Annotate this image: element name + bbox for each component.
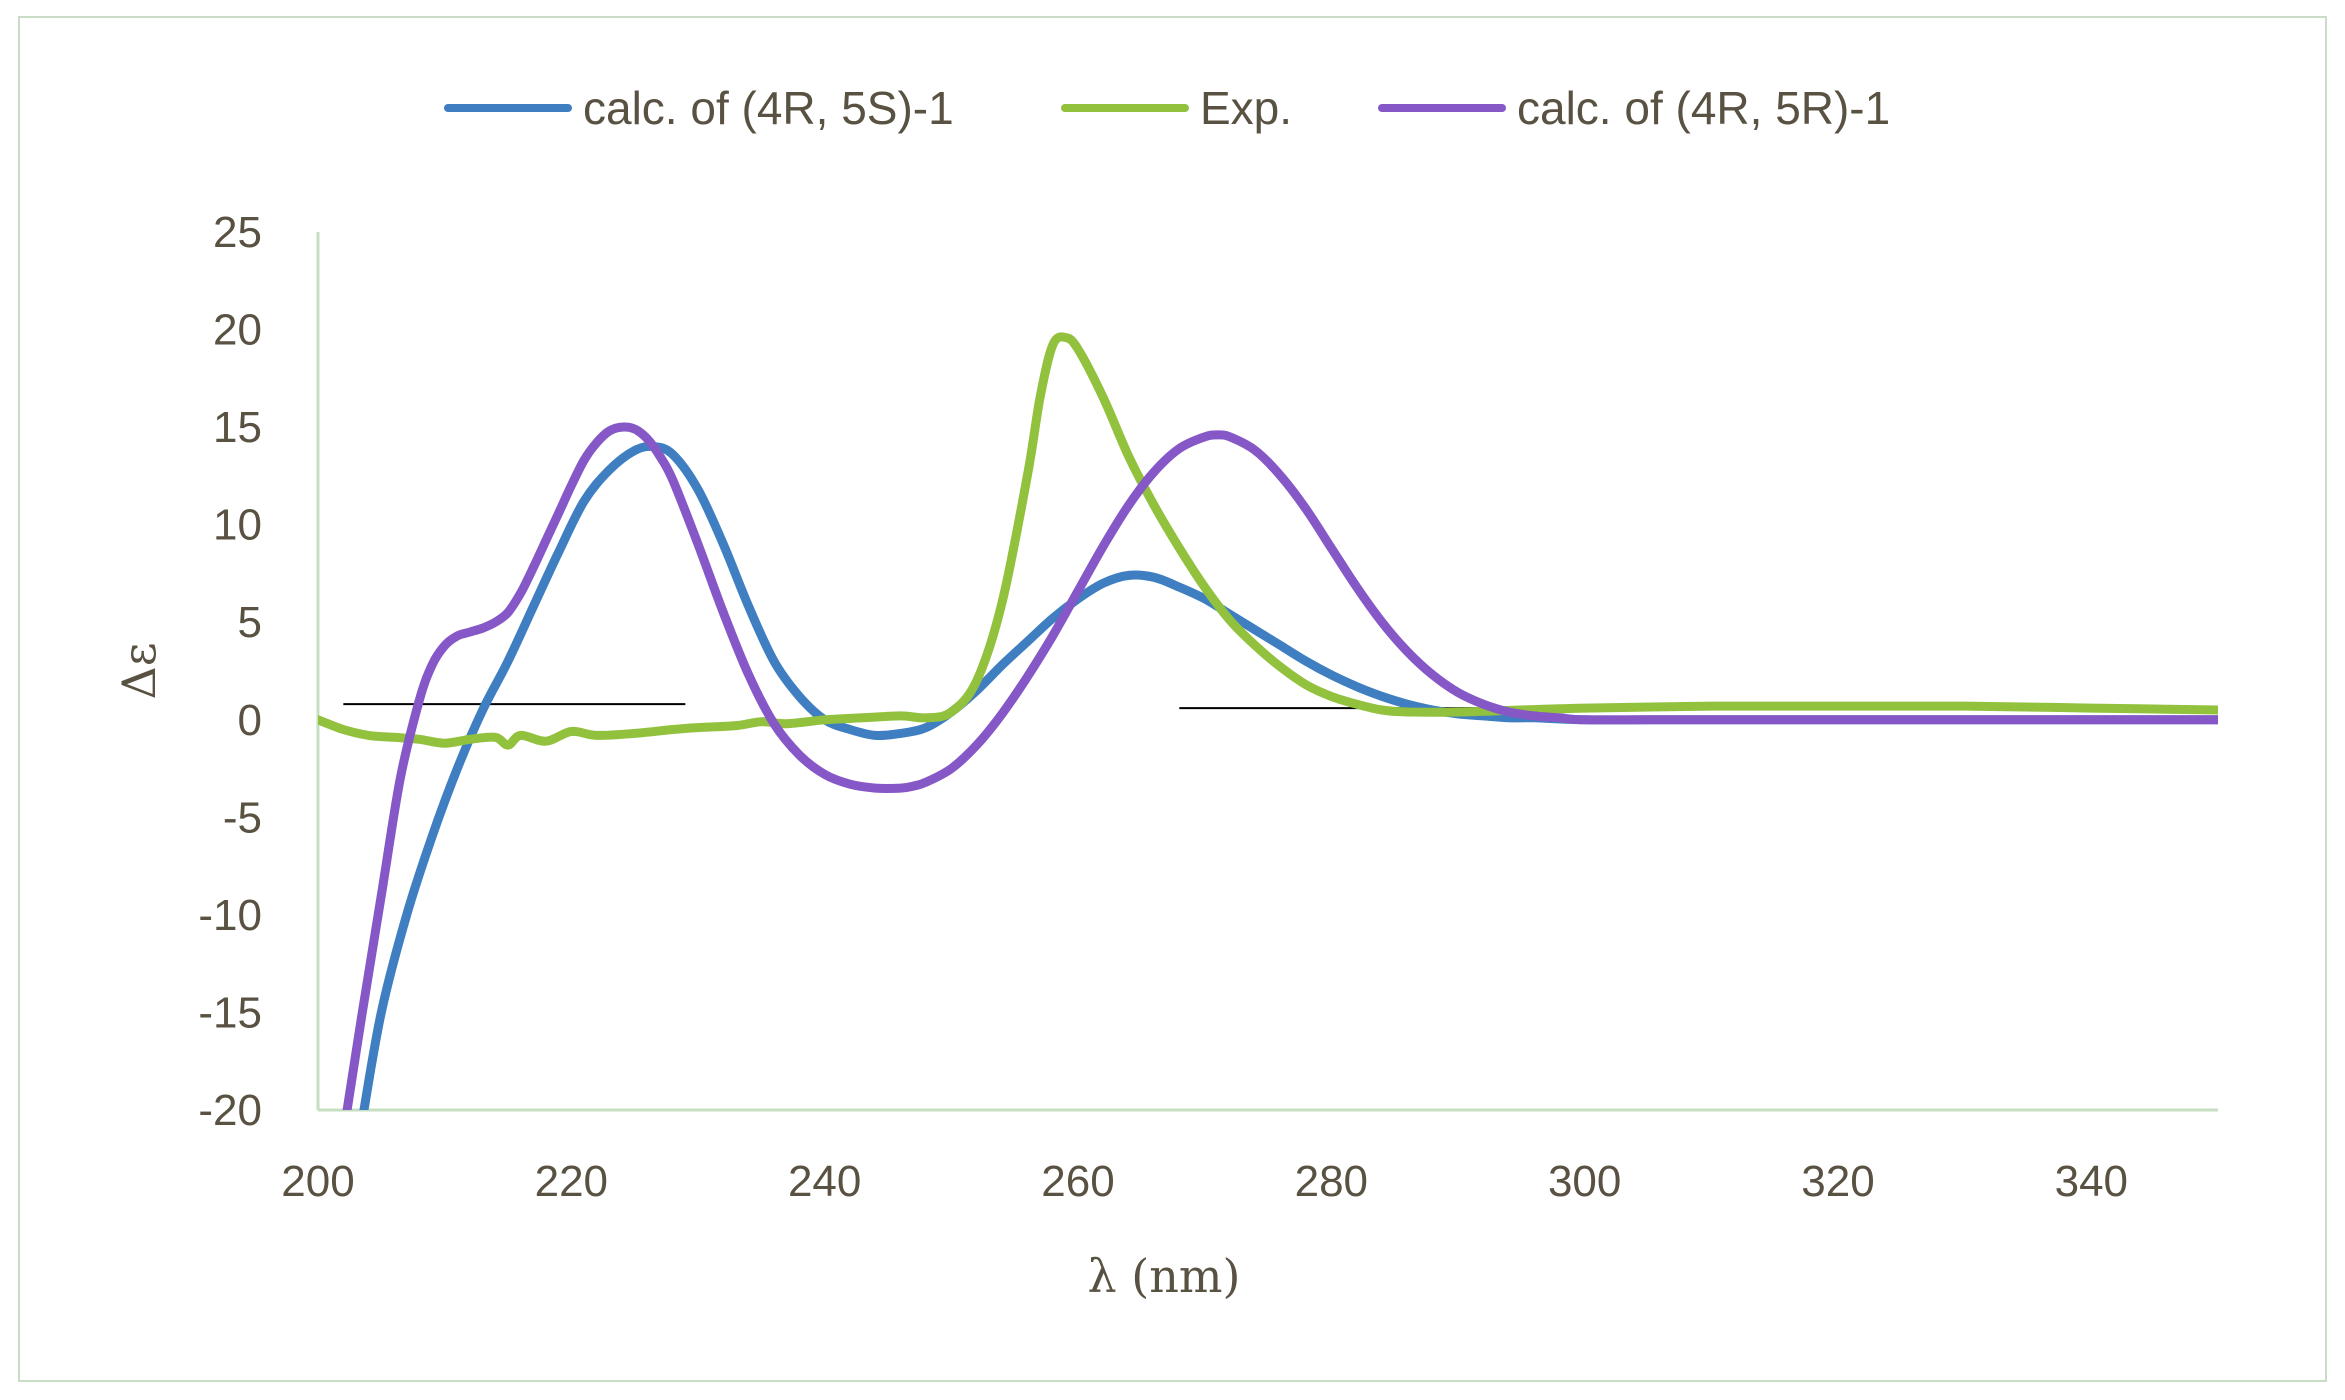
x-tick-label: 300: [1548, 1157, 1621, 1206]
series-lines: [318, 332, 2218, 1110]
y-tick-label: 0: [238, 696, 262, 745]
chart-frame: [18, 16, 2327, 1382]
x-tick-label: 340: [2055, 1157, 2128, 1206]
x-tick-label: 320: [1801, 1157, 1874, 1206]
legend-entry-calc-4R5R: calc. of (4R, 5R)-1: [1378, 82, 1890, 134]
series-line-calc-4R5S: [359, 441, 2218, 1110]
y-axis-title: Δε: [112, 642, 166, 699]
x-tick-label: 260: [1041, 1157, 1114, 1206]
y-tick-label: -5: [223, 793, 262, 842]
legend-entry-exp: Exp.: [1061, 82, 1292, 134]
x-tick-label: 220: [535, 1157, 608, 1206]
y-tick-label: -15: [198, 988, 262, 1037]
x-tick-label: 280: [1295, 1157, 1368, 1206]
y-tick-label: -10: [198, 891, 262, 940]
axes: [316, 232, 2218, 1112]
legend-label-calc-4R5S: calc. of (4R, 5S)-1: [583, 82, 954, 134]
y-tick-labels: 25 20 15 10 5 0 -5 -10 -15 -20: [198, 208, 262, 1135]
y-tick-label: 5: [238, 598, 262, 647]
x-tick-label: 240: [788, 1157, 861, 1206]
y-tick-label: 15: [213, 403, 262, 452]
series-line-calc-4R5R: [342, 422, 2218, 1110]
y-tick-label: -20: [198, 1086, 262, 1135]
legend-label-exp: Exp.: [1200, 82, 1292, 134]
legend-entry-calc-4R5S: calc. of (4R, 5S)-1: [444, 82, 954, 134]
legend: calc. of (4R, 5S)-1 Exp. calc. of (4R, 5…: [444, 82, 1890, 134]
y-tick-label: 20: [213, 306, 262, 355]
series-line-exp: [318, 332, 2218, 750]
x-tick-label: 200: [281, 1157, 354, 1206]
legend-label-calc-4R5R: calc. of (4R, 5R)-1: [1517, 82, 1890, 134]
y-tick-label: 25: [213, 208, 262, 257]
x-axis-title: λ (nm): [1088, 1249, 1241, 1303]
y-tick-label: 10: [213, 501, 262, 550]
x-tick-labels: 200 220 240 260 280 300 320 340: [281, 1157, 2128, 1206]
